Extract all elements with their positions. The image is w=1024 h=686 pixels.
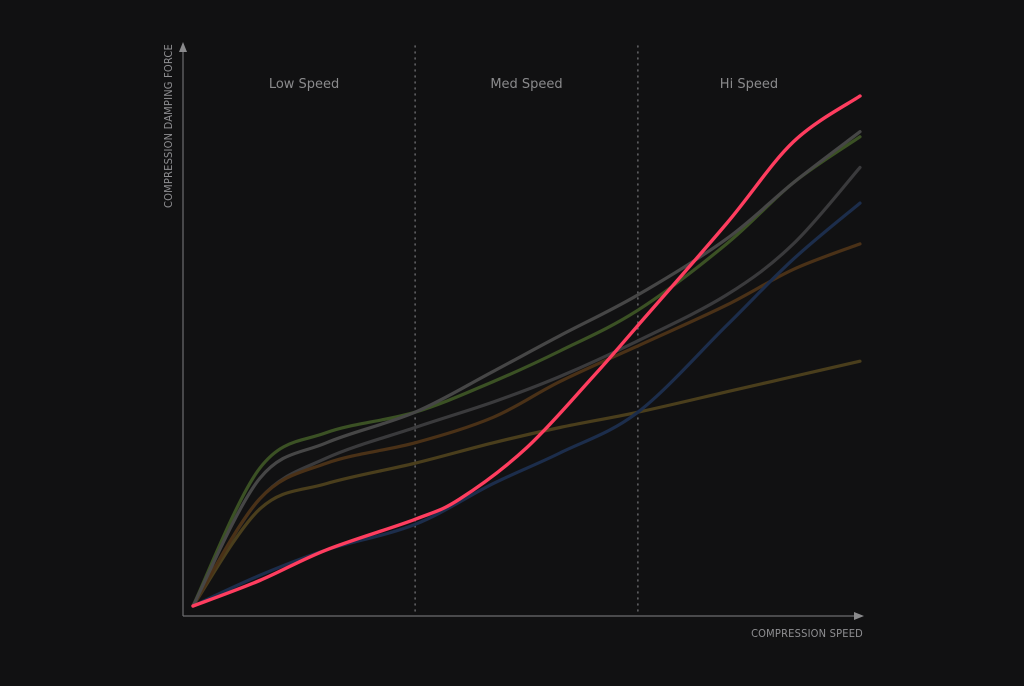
series-line-2 xyxy=(191,359,862,608)
zone-dividers xyxy=(414,45,639,613)
series-line-5 xyxy=(191,135,862,608)
zone-label: Hi Speed xyxy=(720,77,778,92)
x-axis-arrow-icon xyxy=(854,612,864,620)
y-axis-label: COMPRESSION DAMPING FORCE xyxy=(162,44,175,208)
x-axis-label: COMPRESSION SPEED xyxy=(751,627,863,640)
series-lines xyxy=(191,94,862,608)
zone-label: Med Speed xyxy=(490,77,562,92)
series-line-1 xyxy=(191,165,862,608)
series-line-highlight xyxy=(191,94,862,608)
y-axis-arrow-icon xyxy=(179,42,187,52)
series-line-4 xyxy=(191,201,862,608)
series-line-6 xyxy=(191,130,862,608)
series-line-3 xyxy=(191,242,862,608)
axes: COMPRESSION SPEED COMPRESSION DAMPING FO… xyxy=(162,42,864,640)
zone-label: Low Speed xyxy=(269,77,339,92)
zone-labels: Low Speed Med Speed Hi Speed xyxy=(269,77,778,92)
